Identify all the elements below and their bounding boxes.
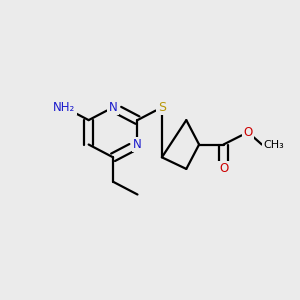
Text: O: O (243, 126, 253, 139)
Text: S: S (158, 101, 166, 114)
Text: O: O (219, 162, 228, 176)
Text: CH₃: CH₃ (263, 140, 284, 149)
Text: N: N (133, 138, 142, 151)
Text: NH₂: NH₂ (53, 101, 75, 114)
Text: N: N (109, 101, 117, 114)
